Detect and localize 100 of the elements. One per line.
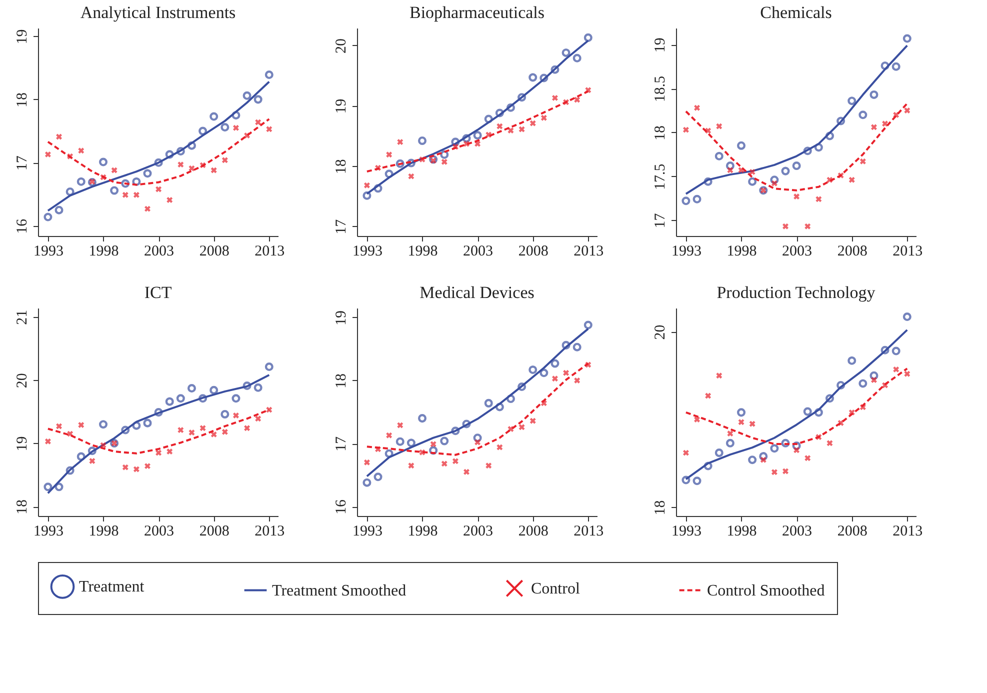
point [518, 93, 526, 102]
point [748, 456, 757, 464]
point [584, 86, 592, 94]
point [814, 143, 823, 152]
point [837, 172, 844, 179]
point [771, 468, 778, 476]
point [484, 398, 493, 408]
point [484, 114, 493, 124]
point [462, 420, 471, 428]
point [166, 448, 173, 455]
point [726, 430, 734, 437]
point [848, 176, 856, 184]
point [848, 356, 856, 365]
point [506, 394, 515, 404]
point [759, 452, 768, 461]
y-tick-label: 18 [652, 500, 668, 516]
point [760, 456, 767, 464]
point [540, 400, 548, 406]
point [726, 166, 734, 174]
point [574, 96, 580, 104]
point [364, 459, 370, 466]
point [242, 382, 252, 390]
point [584, 33, 592, 42]
point [550, 359, 560, 368]
point [714, 448, 724, 458]
y-tick-label: 18.5 [652, 76, 668, 102]
point [188, 165, 196, 172]
point [826, 440, 834, 446]
point [232, 412, 240, 419]
point [860, 158, 866, 165]
point [56, 422, 62, 430]
point [222, 156, 228, 164]
point [143, 169, 152, 178]
point [451, 138, 460, 146]
point [418, 156, 426, 163]
point [574, 377, 580, 384]
point [892, 112, 900, 118]
point [714, 152, 724, 160]
point [177, 161, 184, 168]
point [572, 342, 582, 352]
x-tick-label: 2003 [144, 524, 174, 540]
x-tick-label: 2003 [463, 524, 494, 540]
point [882, 382, 888, 389]
point [199, 424, 206, 432]
point [440, 150, 449, 159]
point [704, 127, 712, 134]
point [210, 431, 218, 438]
point [44, 212, 52, 222]
line-series [684, 328, 908, 480]
point [76, 177, 86, 186]
point [374, 446, 382, 452]
x-tick-label: 1993 [352, 524, 382, 540]
point [530, 418, 536, 424]
point [496, 122, 503, 130]
point [396, 159, 404, 168]
point [880, 61, 890, 70]
y-tick-label: 19 [652, 38, 668, 53]
point [716, 122, 722, 130]
point [133, 466, 140, 473]
point [396, 138, 404, 146]
point [384, 449, 394, 458]
point [374, 164, 382, 172]
point [552, 94, 558, 102]
point [384, 170, 394, 178]
point [880, 346, 890, 354]
point [232, 124, 240, 132]
point [736, 408, 746, 417]
y-tick-label: 16 [334, 499, 350, 515]
point [254, 415, 262, 422]
point [781, 166, 790, 176]
point [396, 422, 404, 429]
chart-title: ICT [144, 283, 172, 302]
point [242, 91, 252, 100]
y-tick-label: 18 [334, 159, 350, 174]
y-tick-label: 21 [14, 310, 30, 325]
point [793, 446, 800, 454]
point [133, 192, 140, 198]
point [122, 192, 129, 198]
point [66, 466, 74, 475]
point [682, 196, 690, 206]
point [144, 462, 151, 470]
point [266, 126, 272, 132]
point [858, 379, 868, 388]
point [485, 462, 492, 469]
point [122, 464, 129, 471]
point [452, 458, 459, 464]
point [904, 107, 910, 114]
point [408, 173, 415, 180]
point [44, 438, 52, 445]
point [56, 133, 62, 140]
point [904, 370, 910, 378]
point [584, 320, 592, 330]
y-tick-label: 18 [652, 125, 668, 140]
point [836, 380, 846, 390]
point [781, 438, 790, 448]
point [815, 434, 822, 440]
point [804, 223, 811, 230]
point [858, 110, 868, 120]
point [882, 120, 888, 127]
x-tick-label: 1998 [726, 524, 757, 540]
